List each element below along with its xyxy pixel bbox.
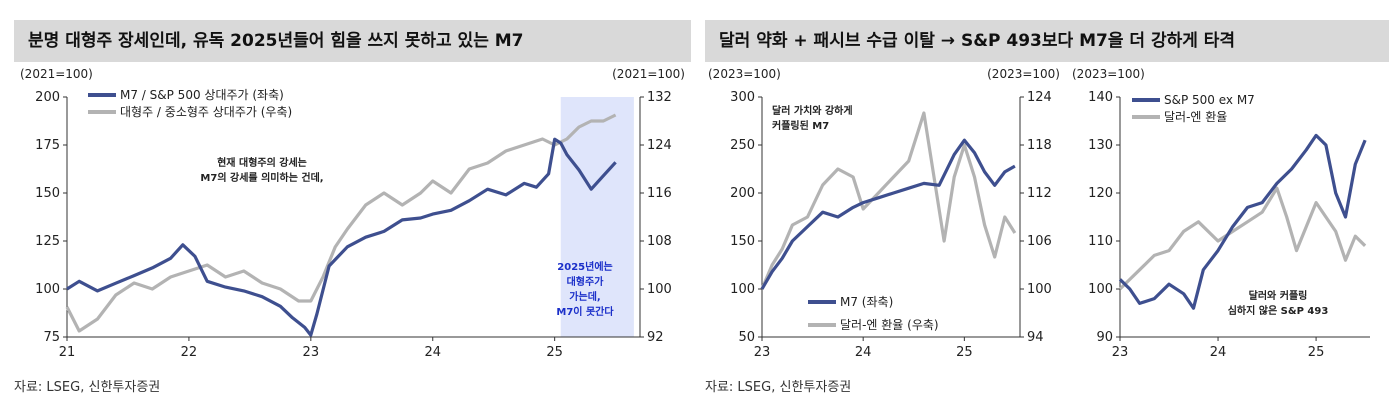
annotation-text: 달러와 커플링: [1249, 289, 1308, 302]
legend-label-1: 대형주 / 중소형주 상대주가 (우축): [120, 105, 292, 119]
highlight-note-text: 2025년에는: [557, 260, 612, 273]
highlight-note-text: M7이 못간다: [556, 305, 614, 318]
x-tick-label: 22: [181, 345, 198, 360]
x-tick-label: 24: [1210, 345, 1227, 360]
right-unit-label: (2023=100): [987, 67, 1060, 81]
left-source-note: 자료: LSEG, 신한투자증권: [14, 380, 161, 395]
chart-m7-vs-usdjpy: (2023=100) (2023=100) 300 250 200 150 100 50 124…: [708, 67, 1060, 360]
y-tick-label-right: 94: [1027, 330, 1044, 345]
y-tick-label-left: 250: [730, 138, 755, 153]
y-tick-label-right: 132: [647, 90, 672, 105]
y-tick-label-right: 124: [1027, 90, 1052, 105]
highlight-note-text: 가는데,: [569, 290, 600, 303]
y-tick-label-left: 90: [1096, 330, 1113, 345]
y-tick-label-left: 300: [730, 90, 755, 105]
right-panel-title: 달러 약화 + 패시브 수급 이탈 → S&P 493보다 M7을 더 강하게 …: [705, 20, 1389, 62]
series-line-0: [1118, 133, 1367, 310]
y-tick-label-left: 175: [35, 138, 60, 153]
y-tick-label-left: 130: [1088, 138, 1113, 153]
x-tick-label: 24: [855, 345, 872, 360]
x-tick-label: 23: [303, 345, 320, 360]
x-tick-label: 25: [546, 345, 563, 360]
series-line-0: [760, 138, 1016, 290]
series-line-1: [1118, 186, 1367, 291]
y-tick-label-left: 100: [730, 282, 755, 297]
y-tick-label-left: 200: [35, 90, 60, 105]
left-unit-label: (2021=100): [20, 67, 93, 81]
annotation-text: 현재 대형주의 강세는: [217, 156, 307, 169]
annotation-text: 커플링된 M7: [772, 119, 829, 132]
y-tick-label-right: 124: [647, 138, 672, 153]
y-tick-label-left: 100: [35, 282, 60, 297]
right-source-note: 자료: LSEG, 신한투자증권: [705, 380, 852, 395]
legend-label-0: M7 / S&P 500 상대주가 (좌축): [120, 88, 284, 102]
right-unit-label: (2021=100): [612, 67, 685, 81]
chart-m7-relative: (2021=100) (2021=100) 200 175 150 125 100 75 132…: [20, 67, 685, 360]
y-tick-label-left: 200: [730, 186, 755, 201]
y-tick-label-right: 100: [1027, 282, 1052, 297]
highlight-note-text: 대형주가: [567, 275, 605, 288]
series-line-0: [66, 137, 617, 337]
annotation-text: M7의 강세를 의미하는 건데,: [200, 171, 323, 184]
left-unit-label: (2023=100): [1072, 67, 1145, 81]
y-tick-label-left: 50: [738, 330, 755, 345]
series-line-1: [760, 111, 1017, 290]
y-tick-label-right: 100: [647, 282, 672, 297]
highlight-band: [560, 97, 634, 337]
y-tick-label-left: 110: [1088, 234, 1113, 249]
y-tick-label-left: 100: [1088, 282, 1113, 297]
legend-label-1: 달러-엔 환율: [1164, 110, 1227, 124]
x-tick-label: 24: [424, 345, 441, 360]
x-tick-label: 25: [956, 345, 973, 360]
legend-label-0: S&P 500 ex M7: [1164, 93, 1255, 107]
x-tick-label: 21: [59, 345, 76, 360]
y-tick-label-left: 150: [35, 186, 60, 201]
left-panel-title: 분명 대형주 장세인데, 유독 2025년들어 힘을 쓰지 못하고 있는 M7: [14, 20, 691, 62]
x-tick-label: 23: [1112, 345, 1129, 360]
legend-label-1: 달러-엔 환율 (우축): [840, 318, 939, 332]
y-tick-label-right: 118: [1027, 138, 1052, 153]
left-unit-label: (2023=100): [708, 67, 781, 81]
x-tick-label: 25: [1308, 345, 1325, 360]
y-tick-label-left: 75: [43, 330, 60, 345]
x-tick-label: 23: [754, 345, 771, 360]
y-tick-label-right: 108: [647, 234, 672, 249]
annotation-text: 달러 가치와 강하게: [772, 104, 853, 117]
y-tick-label-right: 116: [647, 186, 672, 201]
series-line-1: [65, 113, 617, 333]
annotation-text: 심하지 않은 S&P 493: [1228, 304, 1329, 317]
y-tick-label-right: 92: [647, 330, 664, 345]
y-tick-label-right: 112: [1027, 186, 1052, 201]
y-tick-label-left: 125: [35, 234, 60, 249]
y-tick-label-left: 150: [730, 234, 755, 249]
y-tick-label-right: 106: [1027, 234, 1052, 249]
y-tick-label-left: 120: [1088, 186, 1113, 201]
y-tick-label-left: 140: [1088, 90, 1113, 105]
legend-label-0: M7 (좌축): [840, 295, 893, 309]
